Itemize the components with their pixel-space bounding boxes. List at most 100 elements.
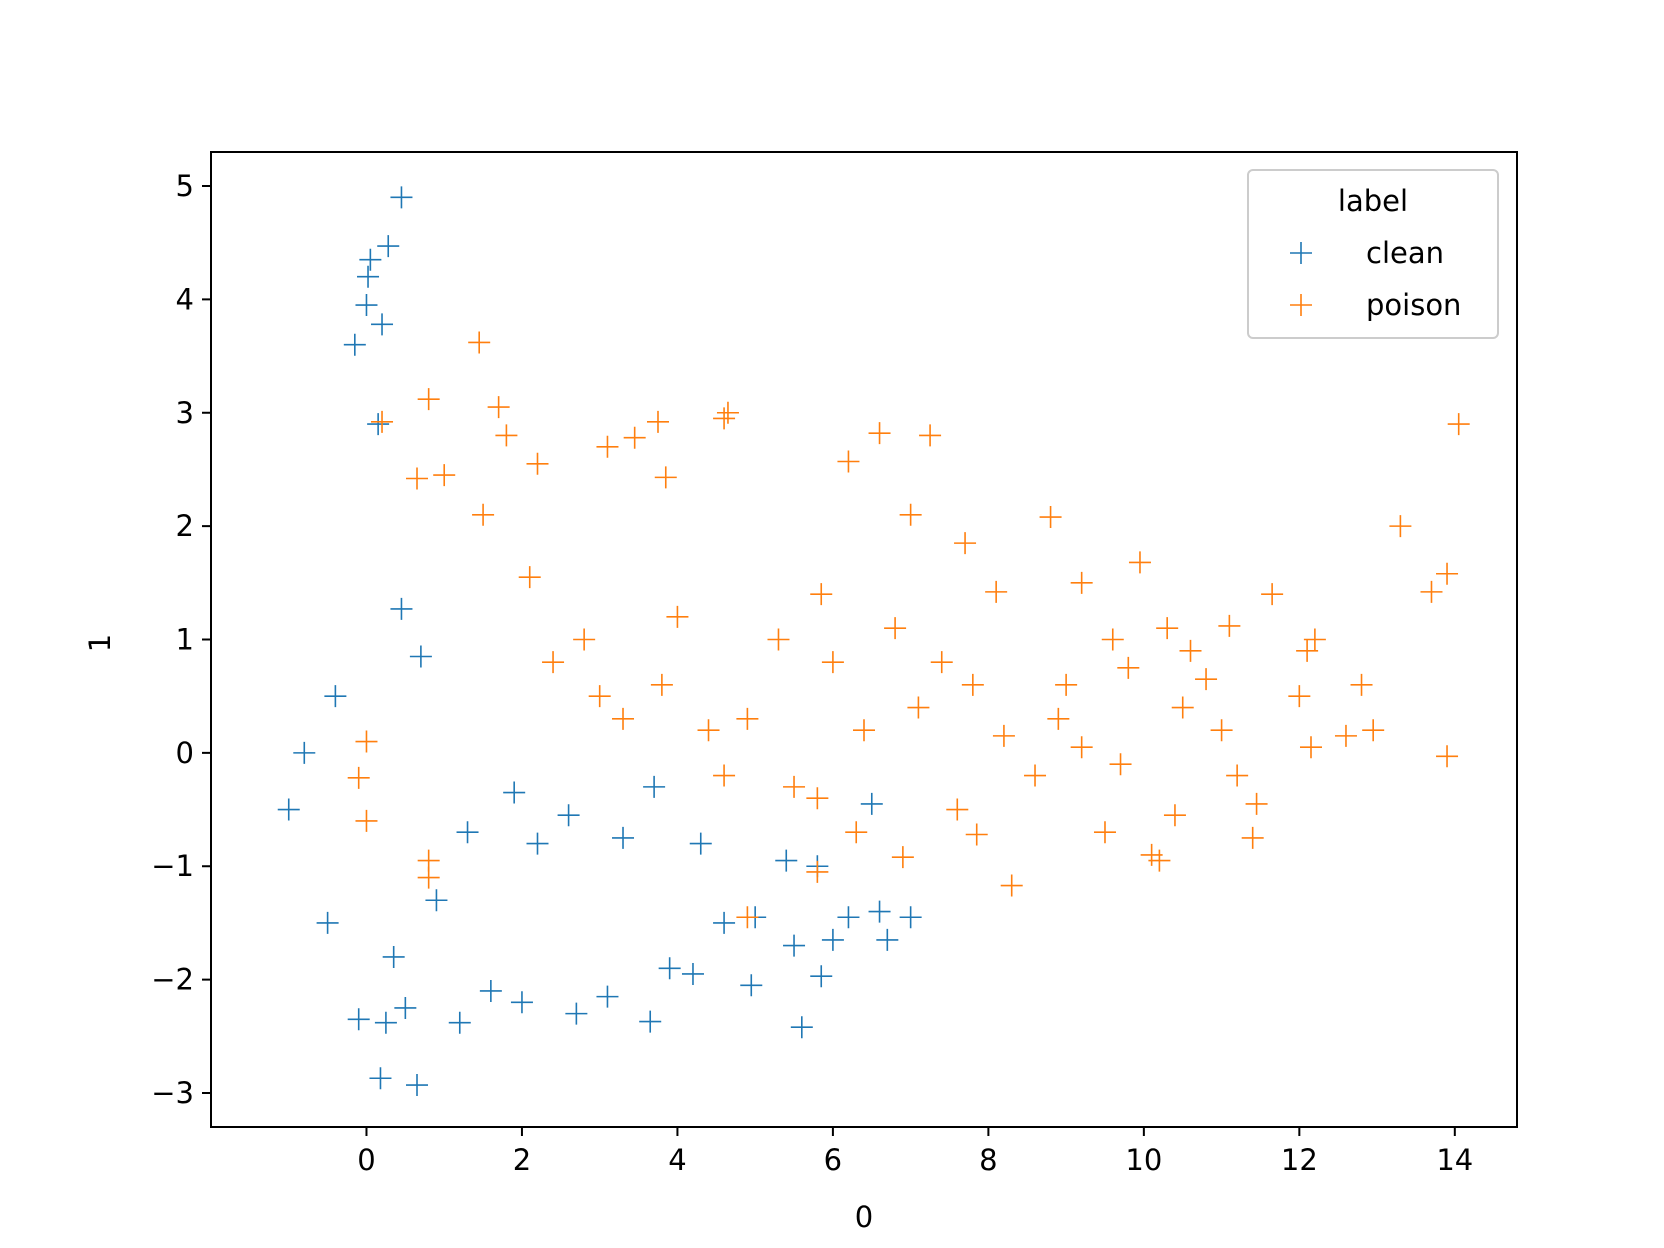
point-clean xyxy=(382,945,405,968)
y-tick-label: 3 xyxy=(176,396,194,430)
point-clean xyxy=(343,333,366,356)
y-tick-label: 2 xyxy=(176,509,194,543)
y-tick-label: 4 xyxy=(176,282,194,316)
point-poison xyxy=(810,583,833,606)
point-poison xyxy=(806,860,829,883)
point-poison xyxy=(355,730,378,753)
point-poison xyxy=(1109,753,1132,776)
point-clean xyxy=(612,826,635,849)
point-clean xyxy=(359,248,382,271)
point-clean xyxy=(293,741,316,764)
point-poison xyxy=(1140,843,1163,866)
point-poison xyxy=(884,617,907,640)
point-clean xyxy=(876,928,899,951)
point-clean xyxy=(377,235,400,258)
x-tick-label: 6 xyxy=(824,1143,842,1177)
point-poison xyxy=(1245,792,1268,815)
point-poison xyxy=(1299,736,1322,759)
point-poison xyxy=(1156,617,1179,640)
point-clean xyxy=(390,597,413,620)
point-clean xyxy=(783,934,806,957)
point-poison xyxy=(433,464,456,487)
point-poison xyxy=(821,651,844,674)
point-poison xyxy=(891,846,914,869)
point-poison xyxy=(417,849,440,872)
point-poison xyxy=(1047,707,1070,730)
legend-marker-clean xyxy=(1290,242,1312,264)
point-clean xyxy=(658,957,681,980)
point-clean xyxy=(526,832,549,855)
point-clean xyxy=(639,1010,662,1033)
point-poison xyxy=(1128,551,1151,574)
point-poison xyxy=(1055,673,1078,696)
x-tick-label: 0 xyxy=(357,1143,375,1177)
point-clean xyxy=(899,906,922,929)
legend-marker-poison xyxy=(1290,294,1312,316)
point-clean xyxy=(406,1074,429,1097)
point-poison xyxy=(596,435,619,458)
legend-entries: clean poison xyxy=(1290,236,1461,322)
point-poison xyxy=(1226,764,1249,787)
point-clean xyxy=(713,911,736,934)
point-clean xyxy=(503,781,526,804)
x-tick-label: 4 xyxy=(668,1143,686,1177)
y-tick-label: −2 xyxy=(151,963,194,997)
point-poison xyxy=(1070,736,1093,759)
point-poison xyxy=(526,452,549,475)
point-poison xyxy=(1296,639,1319,662)
point-clean xyxy=(355,294,378,317)
x-axis-ticks: 0 2 4 6 8 10 12 14 xyxy=(357,1127,1473,1177)
point-clean xyxy=(357,265,380,288)
point-poison xyxy=(1117,656,1140,679)
point-poison xyxy=(417,388,440,411)
point-poison xyxy=(646,410,669,433)
legend-label-poison: poison xyxy=(1366,288,1461,322)
point-poison xyxy=(1210,719,1233,742)
x-tick-label: 14 xyxy=(1436,1143,1473,1177)
point-clean xyxy=(596,985,619,1008)
point-poison xyxy=(736,707,759,730)
point-poison xyxy=(495,424,518,447)
point-clean xyxy=(689,832,712,855)
point-clean xyxy=(316,911,339,934)
point-poison xyxy=(767,628,790,651)
point-poison xyxy=(1179,639,1202,662)
point-poison xyxy=(1436,745,1459,768)
plot-points xyxy=(277,186,1470,1097)
point-clean xyxy=(565,1002,588,1025)
point-clean xyxy=(740,974,763,997)
point-poison xyxy=(1000,874,1023,897)
x-axis-label: 0 xyxy=(855,1200,873,1234)
legend-title: label xyxy=(1338,184,1408,218)
point-poison xyxy=(1350,673,1373,696)
point-poison xyxy=(406,467,429,490)
point-poison xyxy=(1389,515,1412,538)
point-poison xyxy=(954,532,977,555)
legend-box xyxy=(1247,169,1499,339)
point-poison xyxy=(716,401,739,424)
point-clean xyxy=(643,775,666,798)
point-poison xyxy=(736,906,759,929)
point-poison xyxy=(654,466,677,489)
point-clean xyxy=(374,1011,397,1034)
x-tick-label: 2 xyxy=(513,1143,531,1177)
point-poison xyxy=(930,651,953,674)
point-poison xyxy=(518,566,541,589)
point-clean xyxy=(369,1067,392,1090)
point-clean xyxy=(456,821,479,844)
point-poison xyxy=(868,422,891,445)
point-clean xyxy=(425,889,448,912)
point-poison xyxy=(1241,826,1264,849)
point-poison xyxy=(468,331,491,354)
point-poison xyxy=(472,503,495,526)
point-poison xyxy=(1303,628,1326,651)
point-poison xyxy=(713,407,736,430)
point-clean xyxy=(510,991,533,1014)
legend-label-clean: clean xyxy=(1366,236,1444,270)
point-poison xyxy=(961,673,984,696)
point-clean xyxy=(347,1008,370,1031)
point-clean xyxy=(277,798,300,821)
point-poison xyxy=(1039,506,1062,529)
point-clean xyxy=(371,313,394,336)
